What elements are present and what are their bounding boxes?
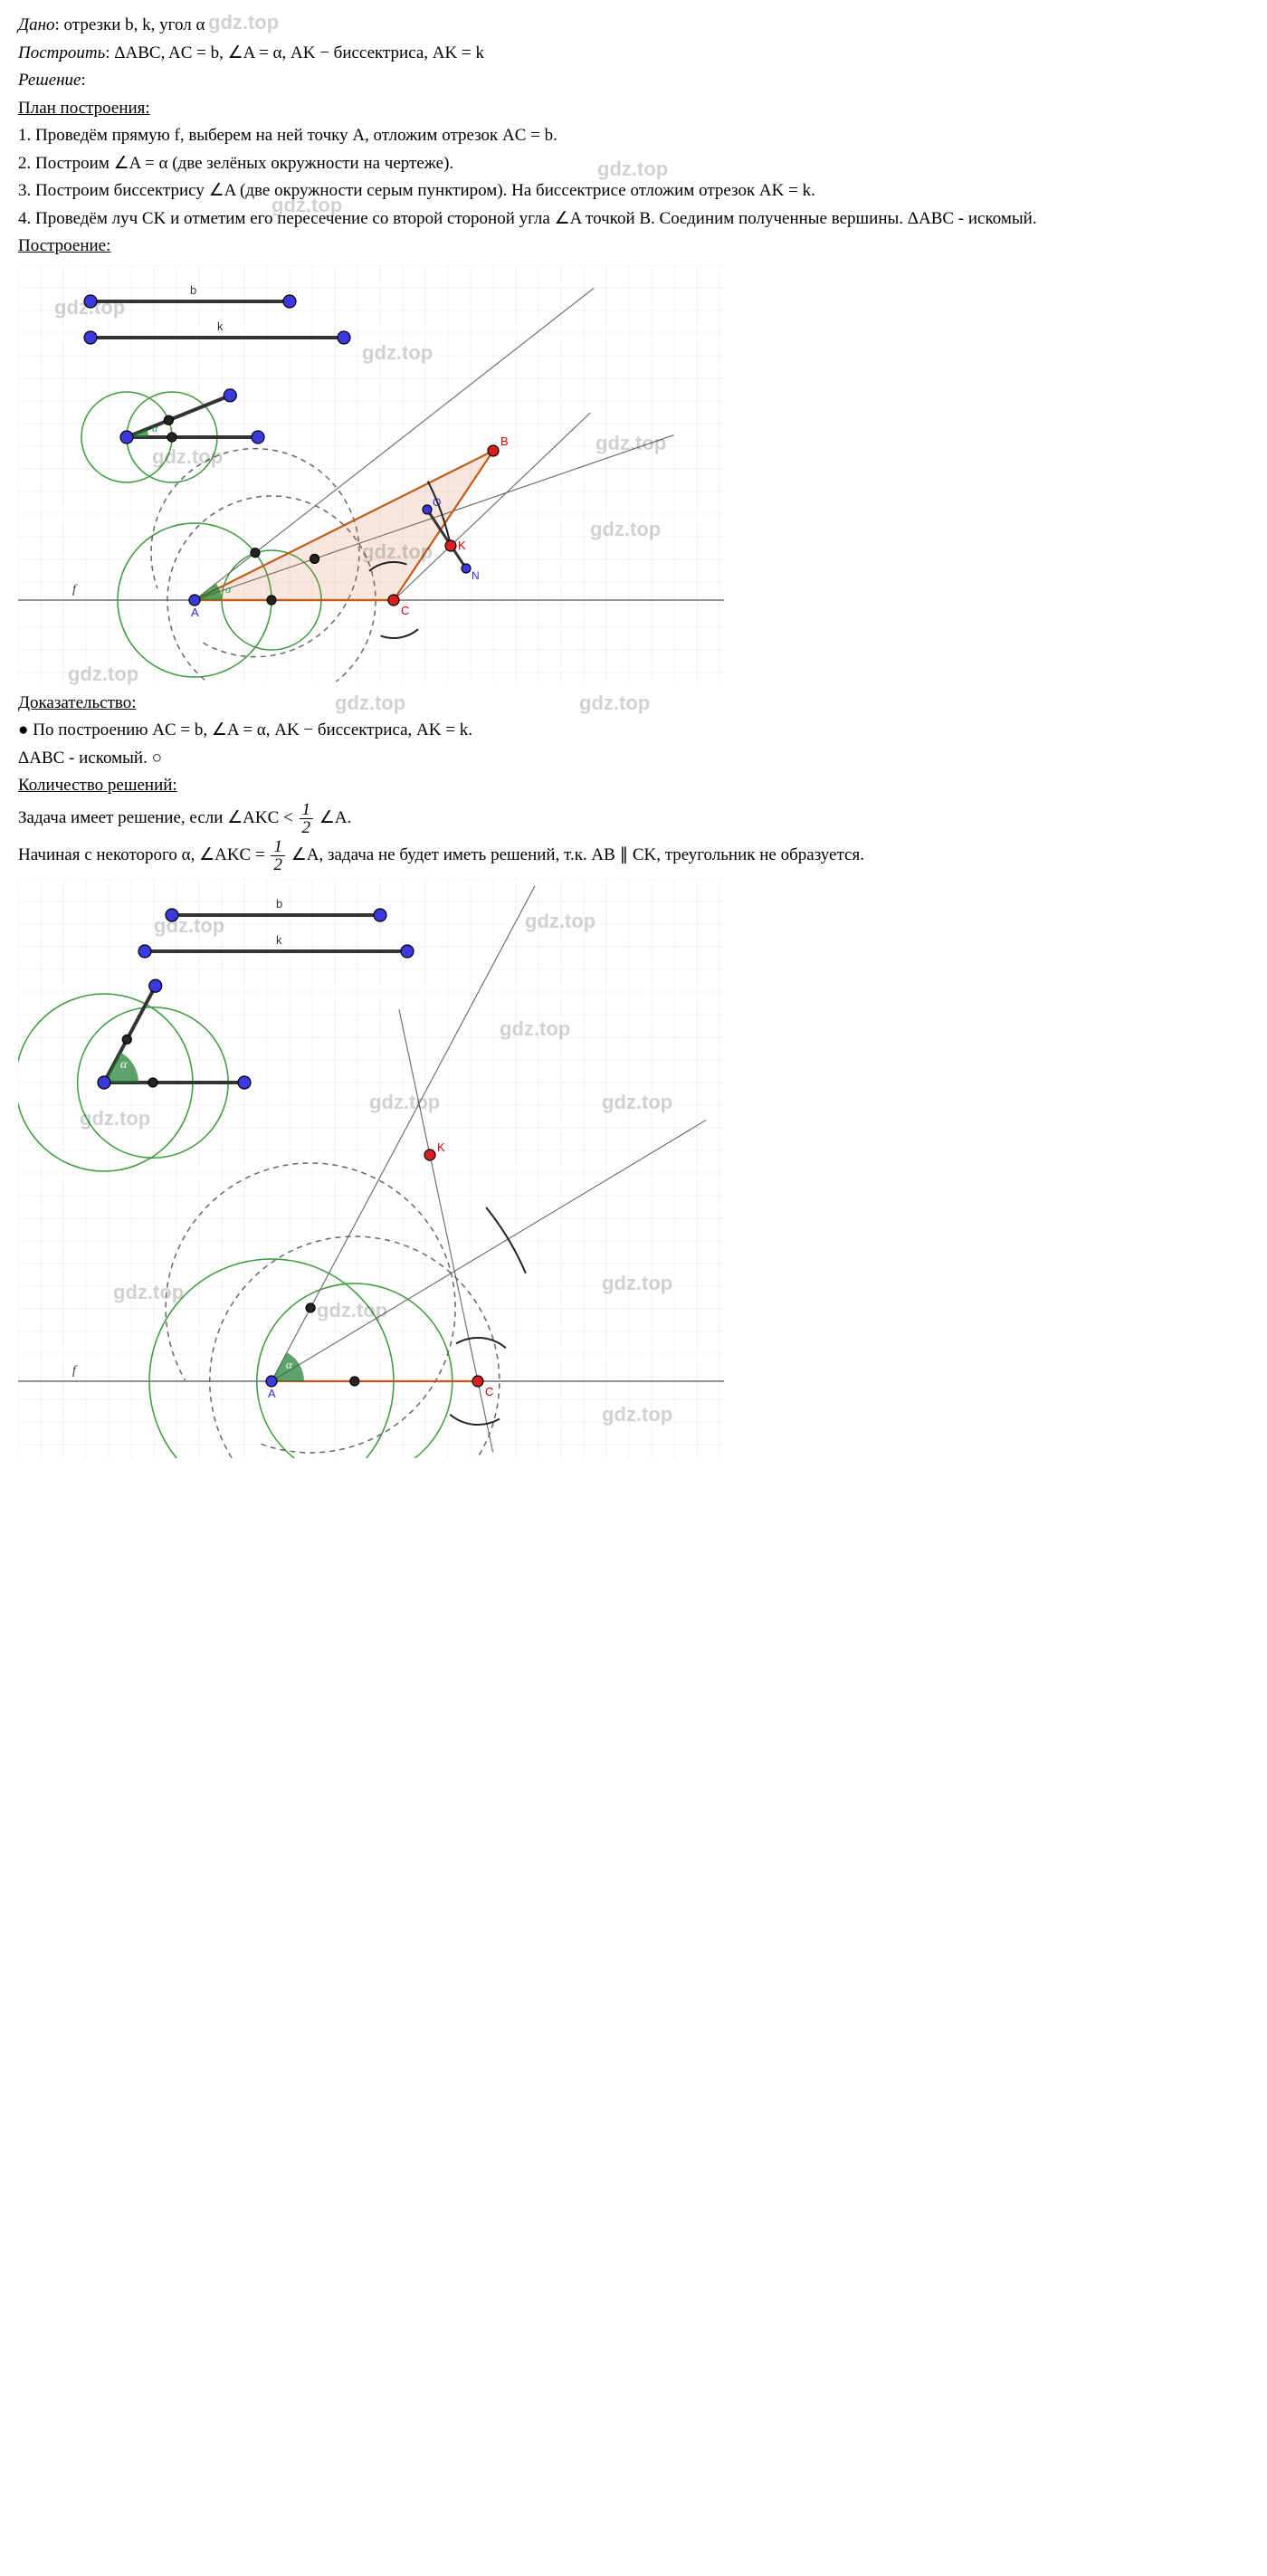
svg-text:A: A [268,1387,276,1400]
svg-text:α: α [152,422,158,434]
svg-text:A: A [191,606,199,619]
plan-step-4: 4. Проведём луч CK и отметим его пересеч… [18,206,1249,233]
construction-heading: Построение: [18,234,1249,260]
count-line-2: Начиная с некоторого α, ∠AKC = 12 ∠A, за… [18,838,1249,873]
count-line-1: Задача имеет решение, если ∠AKC < 12 ∠A. [18,801,1249,836]
build-line: Построить: ΔABC, AC = b, ∠A = α, AK − би… [18,41,1249,67]
plan-step-2: 2. Построим ∠A = α (две зелёных окружнос… [18,151,1249,177]
plan-heading: План построения: [18,96,1249,122]
frac-half-1: 12 [300,801,314,836]
count-line-2a: Начиная с некоторого α, ∠AKC = [18,844,269,863]
svg-text:b: b [190,283,196,297]
svg-text:C: C [485,1385,493,1398]
proof-heading: Доказательство: [18,691,1249,717]
svg-text:C: C [401,604,409,617]
build-label: Построить [18,43,105,62]
proof-line-1: ● По построению AC = b, ∠A = α, AK − бис… [18,718,1249,744]
plan-step-1: 1. Проведём прямую f, выберем на ней точ… [18,123,1249,149]
svg-text:α: α [120,1058,128,1072]
svg-text:α: α [286,1358,293,1371]
plan-step-3: 3. Построим биссектрису ∠A (две окружнос… [18,178,1249,205]
given-line: Дано: отрезки b, k, угол α [18,13,1249,39]
proof-line-2: ΔABC - искомый. ○ [18,746,1249,772]
svg-text:b: b [276,897,282,911]
figure-2: bkαfαACK gdz.topgdz.topgdz.topgdz.topgdz… [18,879,724,1458]
svg-text:K: K [437,1140,445,1154]
given-text: : отрезки b, k, угол α [55,15,205,34]
svg-text:B: B [500,434,509,448]
svg-text:k: k [217,320,224,333]
frac-half-2: 12 [271,838,285,873]
figure-1: bkαfαONACKB gdz.topgdz.topgdz.topgdz.top… [18,265,724,682]
count-line-2b: ∠A, задача не будет иметь решений, т.к. … [291,844,864,863]
svg-text:k: k [276,933,282,947]
count-line-1b: ∠A. [319,807,352,826]
svg-text:K: K [458,539,466,552]
count-line-1a: Задача имеет решение, если ∠AKC < [18,807,298,826]
build-text: : ΔABC, AC = b, ∠A = α, AK − биссектриса… [105,43,484,62]
solution-colon: : [81,71,86,90]
given-label: Дано [18,15,55,34]
count-heading: Количество решений: [18,773,1249,799]
svg-text:O: O [433,496,441,509]
svg-text:α: α [225,583,232,596]
solution-line: Решение: [18,68,1249,94]
solution-label: Решение [18,71,81,90]
svg-text:N: N [472,569,480,582]
